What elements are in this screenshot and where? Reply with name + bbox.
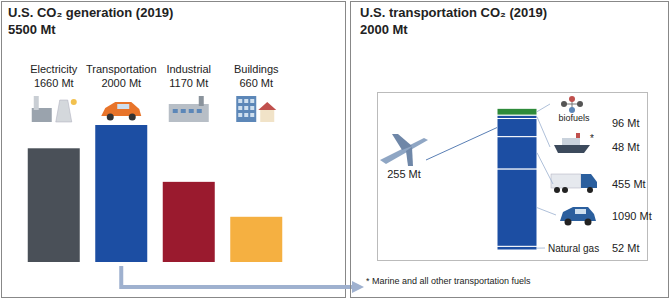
series-name: biofuels [558,113,590,123]
category-label: Buildings [234,63,279,75]
icon [32,96,77,122]
data-label: 96 Mt [612,117,640,129]
bar-segment [497,246,537,250]
icon [561,96,583,113]
footnote: * Marine and all other transportation fu… [366,276,531,286]
bar-segment [497,119,537,137]
data-label: 1660 Mt [34,77,74,89]
inner-frame [378,93,648,261]
icon [169,96,209,122]
bar-segment [497,108,537,115]
leader-line [537,208,556,215]
chart-root: U.S. CO₂ generation (2019) 5500 Mt Electri… [0,0,671,300]
subtitle: 2000 Mt [360,22,408,37]
series-name: Natural gas [548,243,599,254]
icon [236,96,276,122]
bar-segment [497,169,537,246]
bars [28,125,283,262]
category-label: Electricity [30,63,78,75]
icon [554,133,590,153]
category-label: Transportation [86,63,157,75]
icon [551,174,597,193]
bar [163,182,215,262]
bar-segment [497,115,537,118]
leader-line [426,128,497,160]
series-name: * [590,133,594,144]
title: U.S. transportation CO₂ (2019) [360,5,547,20]
icon [101,102,141,121]
data-label: 1090 Mt [612,210,652,222]
data-label: 2000 Mt [101,77,141,89]
panel-frame [351,2,669,298]
figure: U.S. CO₂ generation (2019) 5500 Mt Electri… [0,0,671,300]
data-label: 660 Mt [239,77,273,89]
leader-line [537,117,550,147]
data-label: 255 Mt [387,168,421,180]
category-label: Industrial [166,63,211,75]
leader-line [537,104,550,112]
subtitle: 5500 Mt [8,22,56,37]
leader-line [537,153,553,184]
bar-segment [497,137,537,169]
leader-line [537,248,545,249]
bar [95,125,147,262]
panel-frame [2,2,346,298]
data-label: 455 Mt [612,178,646,190]
icon [560,207,596,226]
connector-arrow [121,266,354,287]
icon [380,134,428,166]
bar [28,148,80,262]
title: U.S. CO₂ generation (2019) [8,5,173,20]
arrow-head [352,281,364,293]
bar [230,217,282,262]
data-label: 48 Mt [612,141,640,153]
data-label: 1170 Mt [169,77,208,89]
data-label: 52 Mt [612,242,640,254]
stacked-bar [497,108,537,250]
